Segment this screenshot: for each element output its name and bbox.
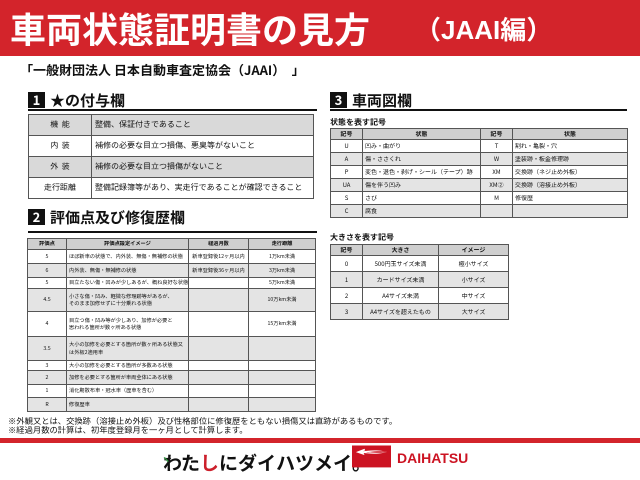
svg-text:イ: イ: [333, 449, 352, 476]
svg-text:た: た: [181, 449, 200, 476]
svg-text:メ: メ: [314, 449, 333, 476]
svg-text:ダ: ダ: [238, 449, 257, 476]
svg-text:し: し: [200, 449, 219, 476]
svg-text:ヽ: ヽ: [161, 451, 171, 466]
svg-text:ハ: ハ: [276, 449, 295, 476]
svg-text:イ: イ: [257, 449, 276, 476]
svg-text:DAIHATSU: DAIHATSU: [397, 450, 468, 466]
svg-text:に: に: [219, 449, 238, 476]
svg-text:ツ: ツ: [295, 449, 314, 476]
